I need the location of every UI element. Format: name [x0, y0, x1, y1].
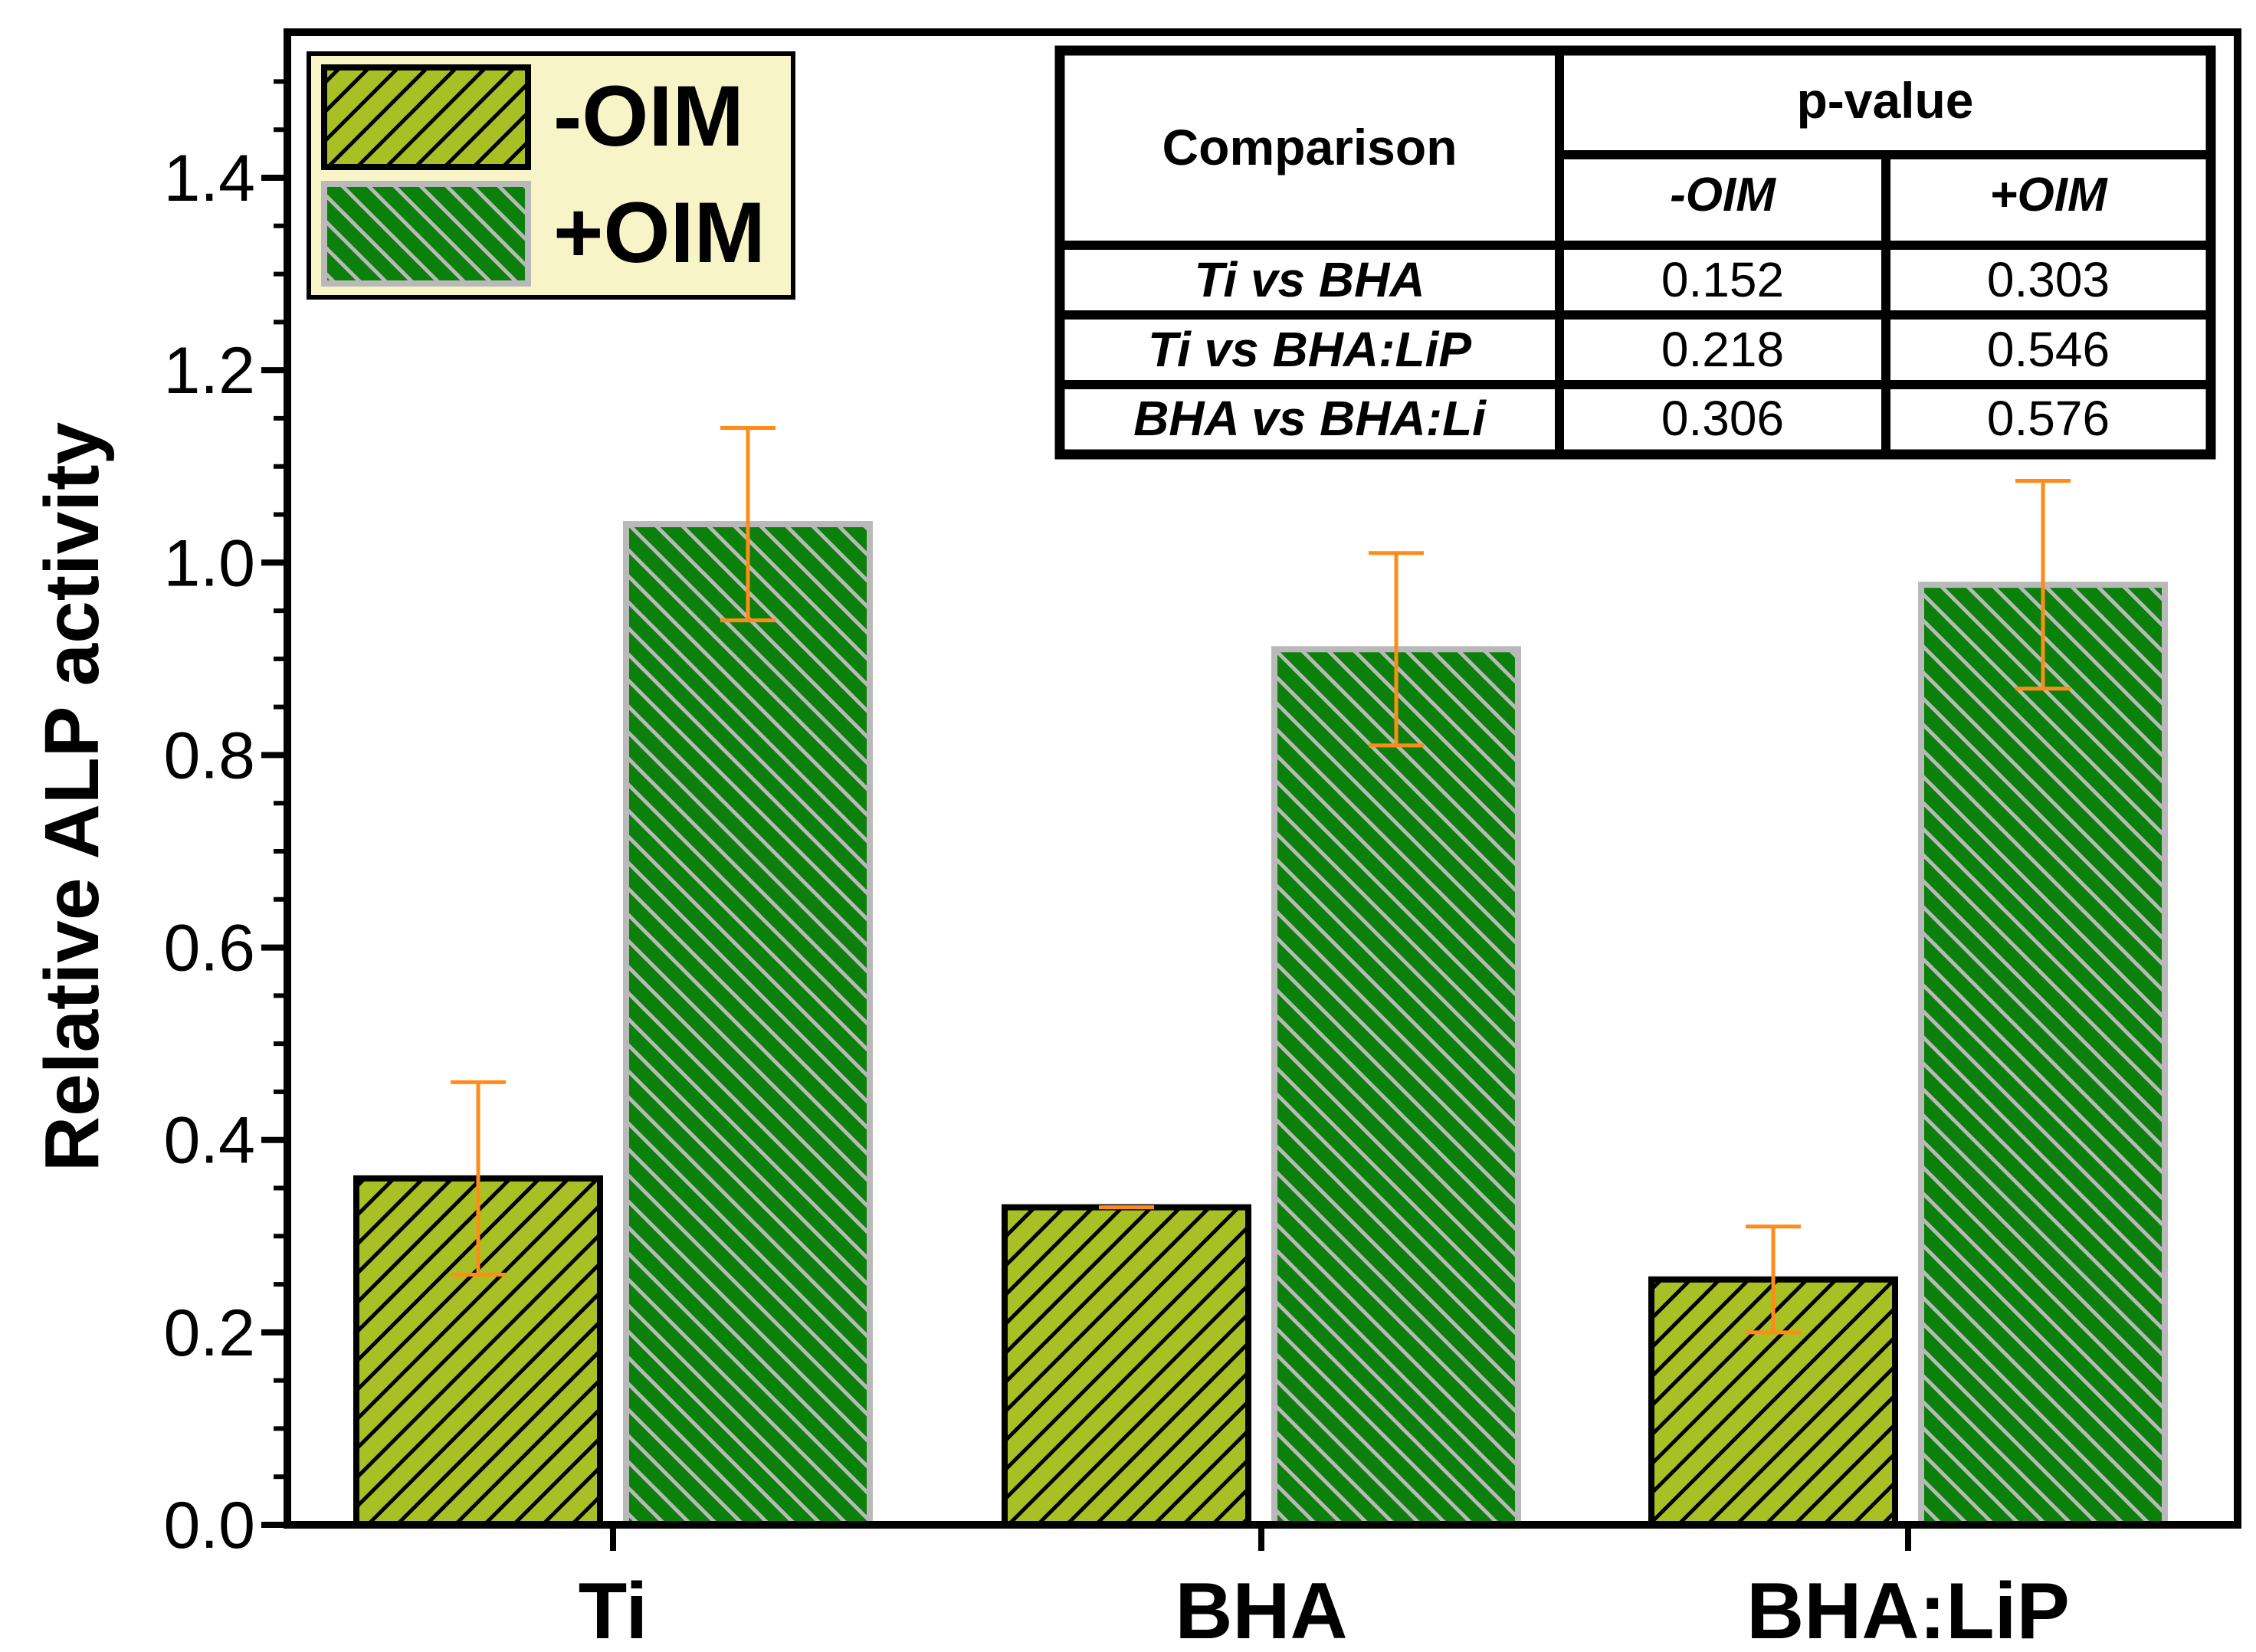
- y-tick-label: 0.4: [163, 1104, 255, 1178]
- bar-plus-oim-ti: [623, 521, 873, 1528]
- y-axis-label: Relative ALP activity: [29, 422, 115, 1172]
- error-bar-minus-oim-ti: [451, 1080, 506, 1277]
- y-tick-label: 0.8: [163, 719, 255, 792]
- table-header-pvalue: p-value: [1796, 72, 1973, 129]
- y-tick-label: 1.4: [163, 142, 255, 215]
- table-row-2-plus: 0.546: [1987, 322, 2110, 377]
- x-tick-label-bha-lip: BHA:LiP: [1746, 1567, 2070, 1652]
- legend-label-minus-oim: -OIM: [553, 68, 744, 164]
- y-tick-label: 1.2: [163, 334, 255, 408]
- legend-swatch-minus-oim: [321, 64, 531, 170]
- y-tick-label: 0.2: [163, 1296, 255, 1370]
- x-tick-label-bha: BHA: [1175, 1567, 1347, 1652]
- x-tick-label-ti: Ti: [579, 1567, 648, 1652]
- legend-label-plus-oim: +OIM: [553, 185, 766, 280]
- table-row-3-comparison: BHA vs BHA:Li: [1133, 391, 1487, 446]
- table-row-2-minus: 0.218: [1661, 322, 1784, 377]
- y-tick-label: 0.6: [163, 912, 255, 985]
- error-bar-plus-oim-bha: [1369, 551, 1424, 748]
- table-row-1-comparison: Ti vs BHA: [1194, 252, 1425, 307]
- x-axis-ticks: Ti BHA BHA:LiP: [579, 1525, 2070, 1652]
- error-bar-plus-oim-bha-lip: [2015, 479, 2071, 691]
- table-row-3-plus: 0.576: [1987, 391, 2110, 446]
- legend: -OIM +OIM: [307, 51, 795, 300]
- table-row-1-plus: 0.303: [1987, 252, 2110, 307]
- table-subheader-minus-oim: -OIM: [1670, 169, 1776, 221]
- table-row-3-minus: 0.306: [1661, 391, 1784, 446]
- error-bars: [451, 425, 2071, 1335]
- bar-plus-oim-bha: [1271, 646, 1521, 1528]
- error-bar-plus-oim-ti: [720, 425, 776, 623]
- error-bar-minus-oim-bha-lip: [1746, 1224, 1801, 1335]
- pvalue-table: Comparison p-value -OIM +OIM Ti vs BHA 0…: [1054, 45, 2216, 460]
- y-tick-label: 0.0: [163, 1489, 255, 1562]
- bar-plus-oim-bha-lip: [1918, 582, 2168, 1528]
- table-row-2-comparison: Ti vs BHA:LiP: [1148, 322, 1471, 377]
- y-tick-label: 1.0: [163, 526, 255, 600]
- table-subheader-plus-oim: +OIM: [1989, 169, 2108, 221]
- table-row-1-minus: 0.152: [1661, 252, 1784, 307]
- table-header-comparison: Comparison: [1162, 119, 1457, 175]
- bar-minus-oim-bha: [1002, 1204, 1251, 1528]
- bar-series: [353, 521, 2168, 1528]
- y-axis-ticks: 0.0 0.2 0.4 0.6 0.8 1.0 1.2 1.4: [163, 79, 287, 1562]
- legend-swatch-plus-oim: [321, 181, 531, 287]
